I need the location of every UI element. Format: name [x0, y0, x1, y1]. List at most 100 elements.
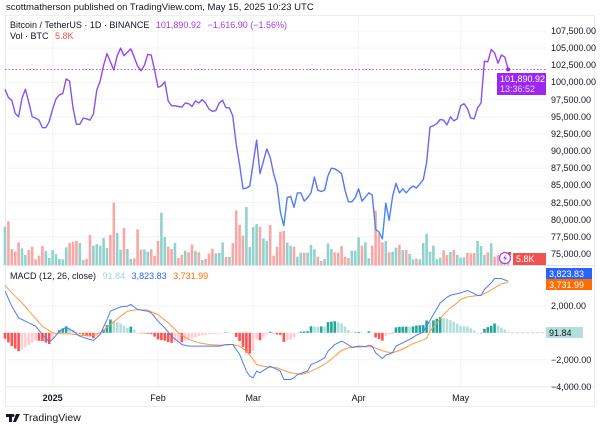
- volume-bar: [115, 233, 119, 265]
- histogram-bar: [170, 332, 173, 343]
- volume-bar: [411, 259, 415, 265]
- volume-bar: [10, 249, 14, 265]
- symbol-legend[interactable]: Bitcoin / TetherUS · 1D · BINANCE 101,89…: [10, 20, 291, 30]
- macd-axis-label: −2,000.00: [551, 354, 592, 365]
- volume-bar: [112, 202, 116, 265]
- histogram-bar: [221, 332, 224, 334]
- histogram-bar: [160, 332, 163, 341]
- histogram-bar: [115, 322, 119, 333]
- histogram-bar: [282, 332, 286, 342]
- histogram-bar: [200, 332, 204, 336]
- volume-bar: [404, 250, 408, 265]
- histogram-bar: [95, 332, 99, 337]
- histogram-bar: [479, 332, 483, 334]
- volume-bar: [255, 224, 258, 265]
- volume-bar: [58, 259, 61, 265]
- tradingview-logo[interactable]: TradingView: [6, 412, 81, 424]
- histogram-bar: [78, 332, 82, 334]
- histogram-bar: [476, 332, 479, 334]
- volume-bar: [47, 258, 51, 265]
- volume-legend[interactable]: Vol · BTC 5.8K: [10, 31, 78, 41]
- volume-bar: [299, 252, 303, 265]
- volume-bar: [68, 243, 71, 265]
- histogram-bar: [75, 331, 78, 333]
- histogram-bar: [153, 332, 156, 337]
- histogram-bar: [336, 322, 340, 333]
- volume-bar: [476, 241, 479, 265]
- histogram-bar: [61, 328, 65, 333]
- histogram-bar: [411, 326, 415, 333]
- volume-bar: [61, 259, 65, 265]
- macd-legend[interactable]: MACD (12, 26, close) 91.84 3,823.83 3,73…: [10, 271, 212, 281]
- histogram-bar: [364, 332, 367, 334]
- volume-bar: [394, 247, 398, 265]
- volume-bar: [421, 243, 425, 265]
- volume-bar: [472, 253, 476, 265]
- histogram-bar: [30, 332, 34, 343]
- histogram-bar: [27, 332, 31, 345]
- volume-bar: [459, 257, 462, 265]
- macd-axis-label: −4,000.00: [551, 381, 592, 392]
- histogram-bar: [296, 332, 299, 334]
- histogram-bar: [343, 326, 347, 333]
- macd-line[interactable]: [4, 278, 509, 381]
- price-change: −1,616.90 (−1.56%): [207, 20, 288, 30]
- volume-bar: [187, 252, 190, 265]
- price-axis-label: 80,000.00: [551, 214, 592, 225]
- volume-bar: [238, 225, 241, 265]
- volume-bar: [17, 242, 20, 265]
- histogram-bar: [109, 319, 112, 333]
- histogram-bar: [265, 332, 269, 335]
- signal-line[interactable]: [4, 281, 509, 376]
- volume-bar: [139, 249, 143, 265]
- histogram-bar: [442, 318, 445, 333]
- price-axis-label: 75,000.00: [551, 248, 592, 259]
- volume-bar: [200, 260, 204, 265]
- volume-bar: [163, 237, 167, 265]
- histogram-bar: [326, 322, 330, 333]
- volume-bar: [160, 212, 163, 265]
- price-axis-label: 105,000.00: [551, 43, 597, 54]
- price-axis-label: 85,000.00: [551, 180, 592, 191]
- histogram-bar: [234, 332, 238, 337]
- grid-lines: [5, 16, 546, 388]
- volume-bar: [275, 246, 279, 265]
- time-axis-label: Feb: [150, 393, 166, 403]
- volume-bar: [353, 250, 357, 265]
- histogram-bar: [394, 327, 398, 333]
- histogram-bar: [367, 331, 371, 333]
- volume-bar: [428, 251, 432, 265]
- volume-bar: [469, 253, 473, 265]
- volume-bar: [180, 255, 184, 265]
- volume-bar: [496, 255, 500, 265]
- volume-bar: [418, 259, 422, 265]
- volume-bar: [204, 259, 207, 265]
- volume-bar: [85, 259, 88, 265]
- volume-bar: [234, 210, 238, 265]
- volume-bar: [432, 245, 435, 265]
- tradingview-logo-icon: [6, 414, 20, 422]
- histogram-bar: [241, 332, 245, 347]
- histogram-bar: [166, 332, 170, 343]
- price-line[interactable]: [4, 47, 509, 240]
- lightning-alert-icon[interactable]: [498, 251, 512, 265]
- volume-bar: [20, 248, 24, 265]
- histogram-bar: [17, 332, 20, 352]
- countdown-timer: 13:36:52: [500, 84, 536, 94]
- volume-bar: [153, 256, 156, 265]
- macd-axis-label: 2,000.00: [551, 300, 587, 311]
- volume-bar: [268, 225, 272, 265]
- histogram-bar: [238, 332, 241, 342]
- histogram-bar: [204, 332, 207, 336]
- histogram-bar: [323, 326, 326, 333]
- volume-bar: [129, 259, 133, 265]
- histogram-bar: [421, 325, 425, 333]
- volume-bar: [445, 255, 449, 265]
- volume-bar: [88, 235, 92, 265]
- time-axis-label: May: [452, 393, 470, 403]
- price-axis-label: 87,500.00: [551, 163, 592, 174]
- histogram-bar: [85, 332, 88, 336]
- histogram-bar: [54, 332, 58, 335]
- price-axis-label: 90,000.00: [551, 146, 592, 157]
